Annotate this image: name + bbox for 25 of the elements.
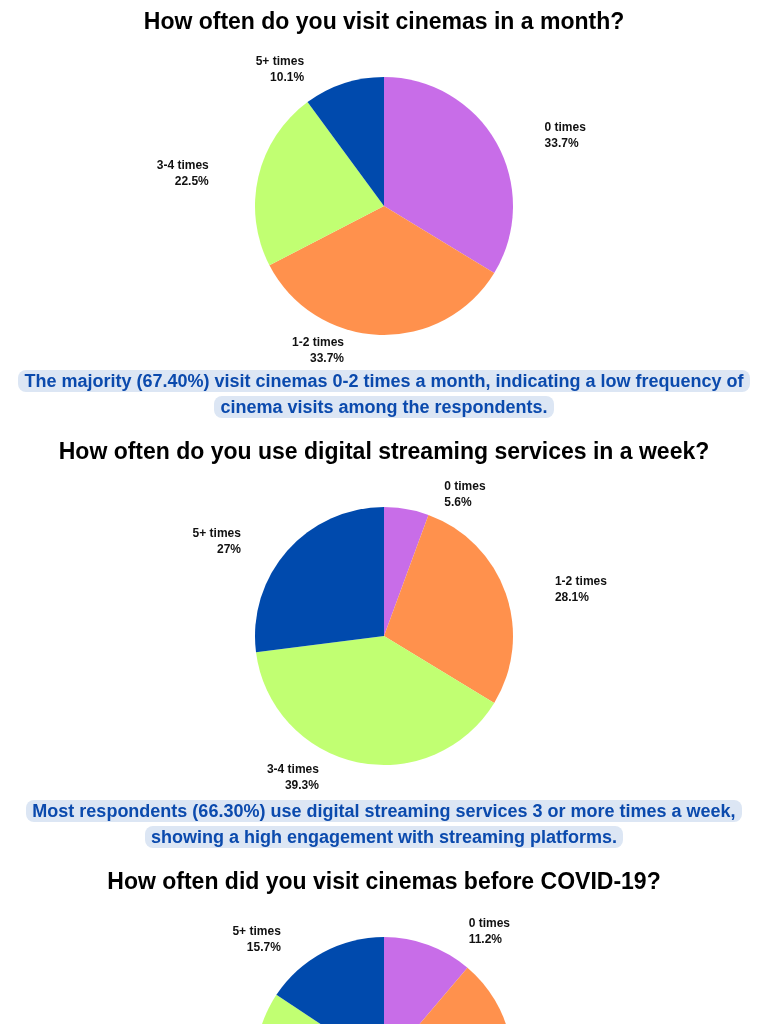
data-label: 27% <box>216 541 242 556</box>
slice-label: 5+ times <box>232 924 282 939</box>
slice-label: 3-4 times <box>156 158 210 173</box>
chart-title: How often did you visit cinemas before COVID-19? <box>107 867 661 894</box>
data-label: 33.7% <box>544 136 579 151</box>
text: The majority (67.40%) visit cinemas 0-2 times a month, indicating a low frequency of cinema visits among the respondents. <box>18 370 750 418</box>
slice-label: 0 times <box>544 120 587 135</box>
data-label: 39.3% <box>284 777 320 792</box>
slice-label: 1-2 times <box>554 573 608 588</box>
slice-label: 1-2 times <box>291 334 345 349</box>
slice-label: 0 times <box>468 915 511 930</box>
data-label: 11.2% <box>468 931 503 946</box>
text: Most respondents (66.30%) use digital streaming services 3 or more times a week, showing a high engagement with streaming platforms. <box>26 800 742 848</box>
slice-label: 0 times <box>444 479 486 494</box>
data-label: 33.7% <box>309 350 345 365</box>
chart-title: How often do you visit cinemas in a month? <box>143 7 625 34</box>
chart-title: How often do you use digital streaming services in a week? <box>58 437 710 464</box>
data-label: 5.6% <box>444 495 472 510</box>
data-label: 15.7% <box>246 940 282 955</box>
data-label: 22.5% <box>174 174 210 189</box>
slice-label: 5+ times <box>255 54 305 69</box>
data-label: 10.1% <box>270 70 305 85</box>
data-label: 28.1% <box>554 589 590 604</box>
slice-label: 3-4 times <box>266 761 320 776</box>
slice-label: 5+ times <box>192 525 242 540</box>
